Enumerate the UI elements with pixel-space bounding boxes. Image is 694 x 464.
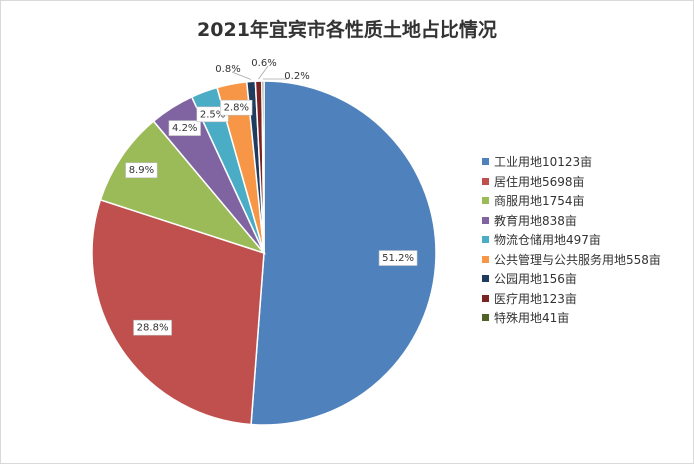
legend-swatch — [482, 294, 489, 302]
legend-swatch — [482, 314, 489, 322]
legend-label: 公园用地156亩 — [494, 272, 577, 287]
data-label-1: 51.2% — [382, 253, 414, 264]
legend-item-2: 居住用地5698亩 — [482, 172, 661, 192]
data-label-3: 8.9% — [129, 165, 154, 176]
legend-item-5: 物流仓储用地497亩 — [482, 230, 661, 250]
legend-item-9: 特殊用地41亩 — [482, 308, 661, 328]
data-label-9: 0.2% — [284, 71, 309, 82]
data-label-8: 0.6% — [251, 58, 276, 69]
data-label-6: 2.8% — [224, 103, 249, 114]
legend-label: 物流仓储用地497亩 — [494, 233, 601, 248]
data-label-box-6 — [220, 99, 253, 116]
chart-legend: 工业用地10123亩 居住用地5698亩 商服用地1754亩 教育用地838亩物流仓储… — [482, 152, 661, 328]
legend-swatch — [482, 197, 489, 205]
data-label-box-2 — [133, 319, 172, 336]
pie-slice-9 — [261, 80, 265, 254]
legend-item-7: 公园用地156亩 — [482, 269, 661, 289]
legend-swatch — [482, 255, 489, 263]
pie-slice-2 — [91, 198, 265, 426]
data-label-7: 0.8% — [215, 64, 240, 75]
data-label-2: 28.8% — [137, 323, 169, 334]
legend-item-8: 医疗用地123亩 — [482, 289, 661, 309]
legend-label: 居住用地5698亩 — [494, 174, 585, 189]
legend-item-4: 教育用地838亩 — [482, 211, 661, 231]
legend-item-1: 工业用地10123亩 — [482, 152, 661, 172]
data-label-4: 4.2% — [172, 123, 197, 134]
legend-swatch — [482, 236, 489, 244]
chart-title: 2021年宜宾市各性质土地占比情况 — [197, 19, 497, 41]
legend-label: 公共管理与公共服务用地558亩 — [494, 252, 661, 267]
data-label-box-1 — [378, 250, 418, 266]
leader-line-8 — [258, 65, 269, 80]
legend-swatch — [482, 275, 489, 283]
data-label-5: 2.5% — [200, 109, 225, 120]
leader-line-7 — [231, 71, 252, 80]
legend-swatch — [482, 177, 489, 185]
data-label-box-3 — [125, 162, 158, 179]
legend-label: 商服用地1754亩 — [494, 194, 585, 209]
data-label-box-4 — [168, 120, 201, 136]
legend-label: 教育用地838亩 — [494, 213, 577, 228]
legend-label: 工业用地10123亩 — [494, 155, 593, 170]
pie-slice-1 — [250, 80, 437, 426]
legend-label: 医疗用地123亩 — [494, 291, 577, 306]
legend-item-6: 公共管理与公共服务用地558亩 — [482, 250, 661, 270]
legend-swatch — [482, 158, 489, 166]
legend-label: 特殊用地41亩 — [494, 311, 570, 326]
legend-swatch — [482, 216, 489, 224]
pie-slice-3 — [99, 120, 267, 255]
legend-item-3: 商服用地1754亩 — [482, 191, 661, 211]
